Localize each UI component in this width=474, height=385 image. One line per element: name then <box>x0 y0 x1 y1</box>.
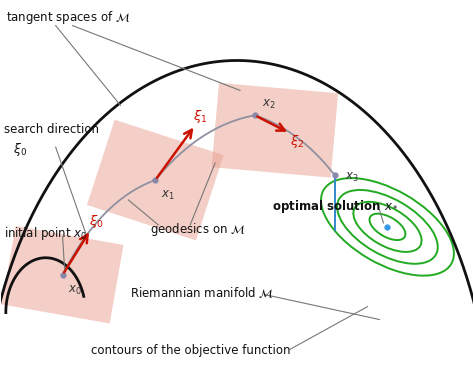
Text: Riemannian manifold $\mathcal{M}$: Riemannian manifold $\mathcal{M}$ <box>130 285 274 300</box>
Text: optimal solution $x_*$: optimal solution $x_*$ <box>272 198 399 215</box>
Text: $\xi_0$: $\xi_0$ <box>13 141 27 158</box>
Text: search direction: search direction <box>4 123 99 136</box>
Text: $x_3$: $x_3$ <box>345 171 358 184</box>
Text: $x_2$: $x_2$ <box>262 98 275 111</box>
Text: $\xi_1$: $\xi_1$ <box>193 108 208 125</box>
Polygon shape <box>87 120 224 240</box>
Text: initial point $x_0$: initial point $x_0$ <box>4 225 87 242</box>
Text: $x_0$: $x_0$ <box>68 284 82 297</box>
Text: geodesics on $\mathcal{M}$: geodesics on $\mathcal{M}$ <box>150 221 246 238</box>
Polygon shape <box>2 226 124 323</box>
Text: tangent spaces of $\mathcal{M}$: tangent spaces of $\mathcal{M}$ <box>6 8 130 26</box>
Text: $\xi_2$: $\xi_2$ <box>290 133 304 150</box>
Text: contours of the objective function: contours of the objective function <box>91 345 290 357</box>
Text: $\xi_0$: $\xi_0$ <box>89 213 103 230</box>
Text: $x_1$: $x_1$ <box>161 189 175 202</box>
Polygon shape <box>211 83 338 177</box>
